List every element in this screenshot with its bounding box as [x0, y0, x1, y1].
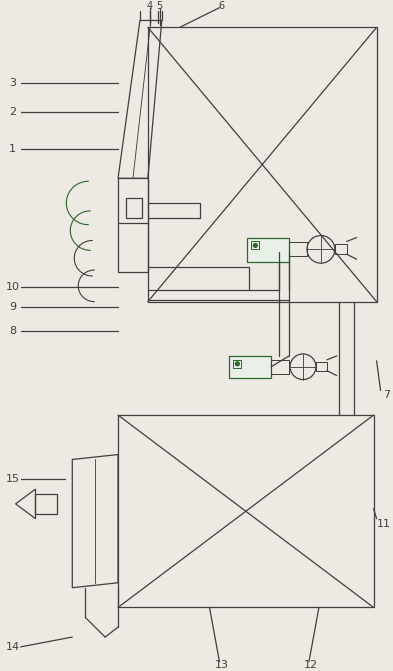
Bar [148, 28, 376, 302]
Bar [126, 198, 142, 218]
Bar [289, 242, 307, 256]
Text: 1: 1 [9, 144, 16, 154]
Text: 10: 10 [6, 282, 20, 292]
Bar [233, 360, 241, 368]
Text: 9: 9 [9, 301, 16, 311]
Text: 2: 2 [9, 107, 16, 117]
Text: 4: 4 [147, 1, 153, 11]
Bar [271, 360, 289, 374]
Text: 14: 14 [6, 642, 20, 652]
Text: 12: 12 [304, 660, 318, 670]
Text: 11: 11 [376, 519, 391, 529]
Text: 15: 15 [6, 474, 20, 484]
Circle shape [253, 244, 257, 248]
Bar [35, 494, 57, 514]
Bar [335, 244, 347, 254]
Bar [251, 242, 259, 250]
Text: 6: 6 [219, 1, 224, 11]
Text: 3: 3 [9, 78, 16, 88]
Text: 7: 7 [383, 391, 390, 401]
Text: 13: 13 [215, 660, 228, 670]
Circle shape [235, 362, 239, 366]
Text: 8: 8 [9, 326, 16, 336]
Bar [118, 415, 374, 607]
Bar [118, 178, 148, 223]
Bar [316, 362, 327, 370]
Bar [230, 356, 271, 378]
Text: 5: 5 [157, 1, 163, 11]
Bar [247, 238, 289, 262]
